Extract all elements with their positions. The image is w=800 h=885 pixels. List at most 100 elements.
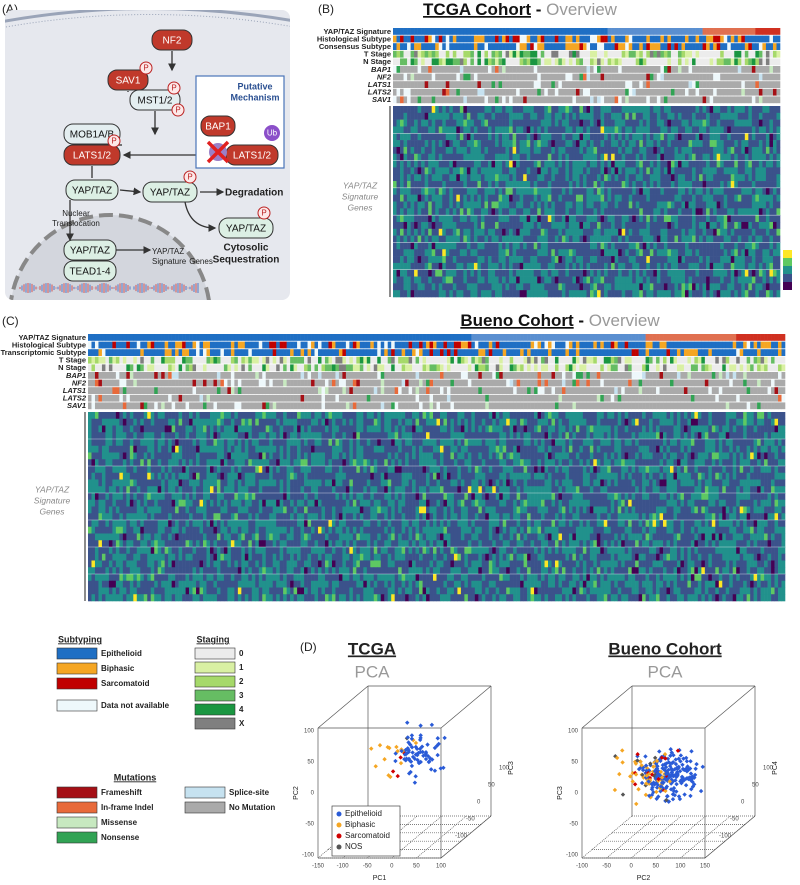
heatmap-cell [660, 113, 664, 120]
heatmap-cell [467, 249, 471, 256]
annotation-cell [502, 66, 506, 73]
heatmap-cell [425, 215, 429, 222]
heatmap-cell [404, 120, 408, 127]
heatmap-cell [411, 195, 415, 202]
heatmap-cell [738, 167, 742, 174]
annotation-cell [642, 334, 646, 341]
heatmap-cell [414, 147, 418, 154]
heatmap-cell [741, 256, 745, 263]
annotation-cell [706, 58, 710, 65]
heatmap-cell [671, 290, 675, 297]
annotation-cell [685, 74, 689, 81]
heatmap-cell [453, 277, 457, 284]
annotation-cell [646, 66, 650, 73]
annotation-cell [537, 51, 541, 58]
annotation-cell [255, 349, 259, 356]
heatmap-cell [734, 161, 738, 168]
heatmap-cell [544, 270, 548, 277]
heatmap-cell [678, 263, 682, 270]
heatmap-cell [594, 195, 598, 202]
heatmap-cell [474, 120, 478, 127]
annotation-cell [766, 28, 770, 35]
heatmap-cell [523, 140, 527, 147]
annotation-cell [407, 96, 411, 103]
heatmap-cell [537, 277, 541, 284]
annotation-cell [551, 43, 555, 50]
heatmap-cell [481, 249, 485, 256]
annotation-cell [761, 342, 765, 349]
heatmap-cell [590, 222, 594, 229]
heatmap-cell [397, 126, 401, 133]
heatmap-cell [741, 154, 745, 161]
heatmap-cell [639, 113, 643, 120]
heatmap-cell [477, 140, 481, 147]
annotation-cell [604, 89, 608, 96]
annotation-cell [664, 58, 668, 65]
heatmap-cell [421, 277, 425, 284]
heatmap-cell [646, 263, 650, 270]
annotation-cell [766, 89, 770, 96]
annotation-cell [773, 66, 777, 73]
annotation-cell [622, 43, 626, 50]
annotation-cell [565, 28, 569, 35]
annotation-cell [717, 58, 721, 65]
heatmap-cell [734, 263, 738, 270]
heatmap-cell [717, 154, 721, 161]
heatmap-cell [727, 120, 731, 127]
heatmap-cell [460, 133, 464, 140]
heatmap-cell [769, 113, 773, 120]
heatmap-cell [453, 106, 457, 113]
heatmap-cell [439, 290, 443, 297]
heatmap-cell [544, 256, 548, 263]
annotation-cell [544, 74, 548, 81]
annotation-cell [569, 51, 573, 58]
heatmap-cell [703, 106, 707, 113]
heatmap-cell [439, 120, 443, 127]
heatmap-cell [449, 263, 453, 270]
heatmap-cell [579, 263, 583, 270]
heatmap-cell [636, 195, 640, 202]
heatmap-cell [703, 236, 707, 243]
heatmap-cell [470, 256, 474, 263]
heatmap-cell [569, 167, 573, 174]
annotation-cell [393, 43, 397, 50]
heatmap-cell [449, 154, 453, 161]
heatmap-cell [453, 140, 457, 147]
heatmap-cell [643, 154, 647, 161]
heatmap-cell [706, 242, 710, 249]
heatmap-cell [418, 263, 422, 270]
heatmap-cell [587, 174, 591, 181]
annotation-cell [778, 349, 782, 356]
annotation-cell [435, 43, 439, 50]
annotation-cell [664, 66, 668, 73]
heatmap-cell [615, 229, 619, 236]
heatmap-cell [689, 242, 693, 249]
heatmap-cell [562, 229, 566, 236]
heatmap-cell [699, 242, 703, 249]
heatmap-cell [629, 229, 633, 236]
heatmap-cell [463, 215, 467, 222]
annotation-cell [425, 89, 429, 96]
heatmap-cell [748, 202, 752, 209]
heatmap-cell [404, 181, 408, 188]
annotation-cell [502, 81, 506, 88]
heatmap-cell [558, 263, 562, 270]
heatmap-cell [551, 154, 555, 161]
heatmap-cell [481, 277, 485, 284]
annotation-cell [569, 96, 573, 103]
heatmap-cell [565, 188, 569, 195]
heatmap-cell [397, 147, 401, 154]
annotation-cell [692, 28, 696, 35]
heatmap-cell [495, 161, 499, 168]
heatmap-cell [576, 113, 580, 120]
heatmap-cell [404, 147, 408, 154]
heatmap-cell [523, 174, 527, 181]
heatmap-cell [428, 195, 432, 202]
heatmap-cell [393, 242, 397, 249]
heatmap-cell [685, 236, 689, 243]
heatmap-cell [558, 154, 562, 161]
heatmap-cell [527, 133, 531, 140]
heatmap-cell [745, 106, 749, 113]
heatmap-cell [636, 263, 640, 270]
heatmap-cell [456, 147, 460, 154]
